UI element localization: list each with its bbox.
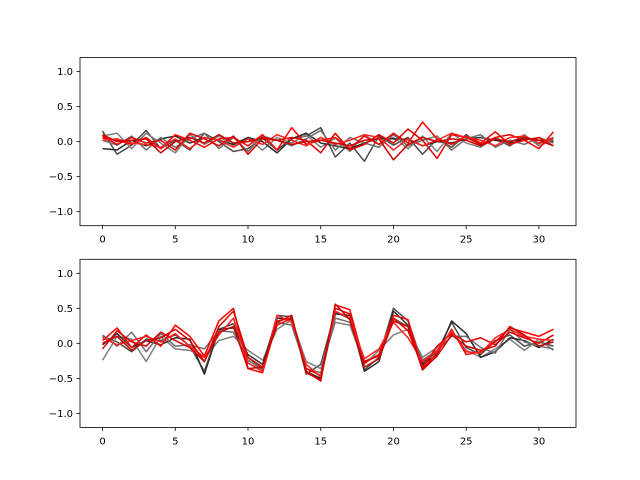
top-series-line-8 <box>102 133 554 161</box>
top-subplot: 0 5 10 15 20 25 30 −1.0 −0.5 0.0 0.5 1.0 <box>49 57 577 246</box>
top-x-tick-label: 5 <box>172 235 178 246</box>
top-y-tick-label: 0.0 <box>57 137 73 148</box>
bottom-series-line-8 <box>102 303 554 381</box>
top-series-line-5 <box>102 121 555 151</box>
bottom-y-tick-label: 0.0 <box>57 339 73 350</box>
top-x-tick-label: 30 <box>533 235 546 246</box>
bottom-y-tick-label: 0.5 <box>57 304 73 315</box>
top-x-tick-label: 15 <box>314 235 327 246</box>
top-x-tick-label: 10 <box>242 235 255 246</box>
bottom-y-tick-label: −1.0 <box>49 409 73 420</box>
bottom-x-tick-label: 25 <box>460 436 473 447</box>
top-y-tick-label: 0.5 <box>57 102 73 113</box>
bottom-y-tick-label: −0.5 <box>49 374 73 385</box>
bottom-x-axis: 0 5 10 15 20 25 30 <box>99 427 545 447</box>
bottom-y-axis: −1.0 −0.5 0.0 0.5 1.0 <box>49 269 80 420</box>
bottom-y-tick-label: 1.0 <box>57 269 73 280</box>
bottom-x-tick-label: 30 <box>533 436 546 447</box>
bottom-x-tick-label: 0 <box>99 436 105 447</box>
bottom-x-tick-label: 10 <box>242 436 255 447</box>
top-x-axis: 0 5 10 15 20 25 30 <box>99 225 546 246</box>
bottom-x-tick-label: 20 <box>387 436 400 447</box>
top-y-tick-label: −1.0 <box>49 207 73 218</box>
top-x-tick-label: 25 <box>460 235 473 246</box>
top-series-line-3 <box>102 132 554 154</box>
top-series-line-6 <box>102 128 554 160</box>
bottom-subplot: 0 5 10 15 20 25 30 −1.0 −0.5 0.0 0.5 1.0 <box>49 258 577 447</box>
top-y-tick-label: −0.5 <box>49 172 73 183</box>
top-y-tick-label: 1.0 <box>57 67 73 78</box>
bottom-x-tick-label: 15 <box>314 436 327 447</box>
bottom-x-tick-label: 5 <box>172 436 178 447</box>
top-x-tick-label: 0 <box>99 235 105 246</box>
top-x-tick-label: 20 <box>387 235 400 246</box>
top-y-axis: −1.0 −0.5 0.0 0.5 1.0 <box>49 67 80 218</box>
